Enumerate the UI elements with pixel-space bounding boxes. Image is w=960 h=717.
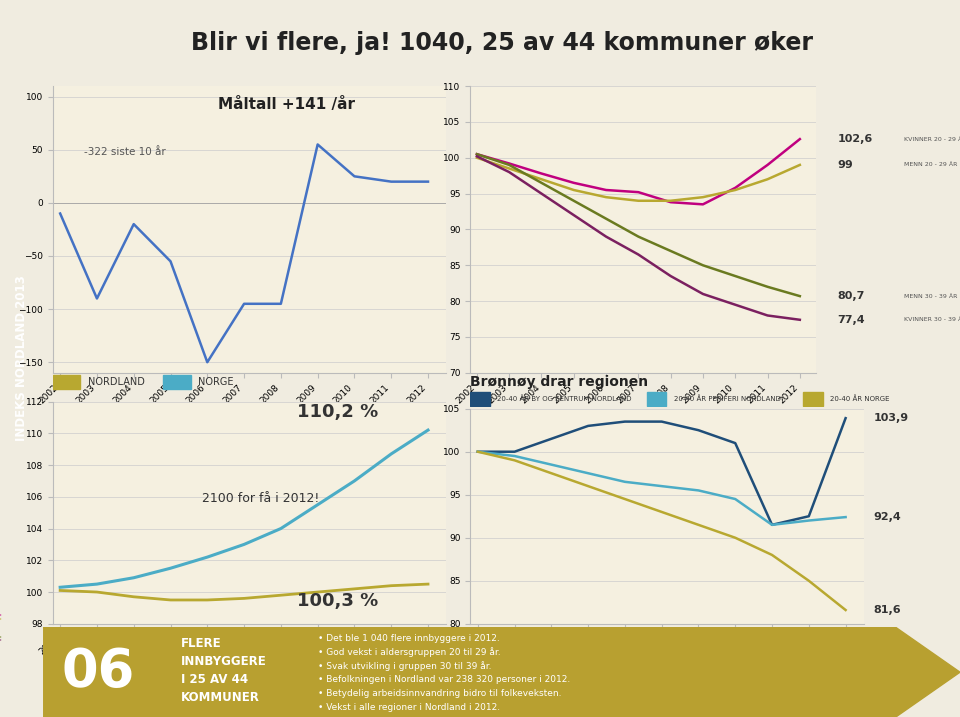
Bar	[163, 374, 190, 389]
Text: MENN 20 - 29 ÅR: MENN 20 - 29 ÅR	[904, 163, 957, 167]
Text: -322 siste 10 år: -322 siste 10 år	[84, 147, 166, 157]
Text: Blir vi flere, ja! 1040, 25 av 44 kommuner øker: Blir vi flere, ja! 1040, 25 av 44 kommun…	[191, 31, 812, 55]
Text: 20-40 ÅR PERIFERI NORDLAND: 20-40 ÅR PERIFERI NORDLAND	[674, 396, 780, 402]
Text: 2100 for få i 2012!: 2100 for få i 2012!	[203, 492, 320, 505]
Text: KVINNER 30 - 39 ÅR: KVINNER 30 - 39 ÅR	[904, 318, 960, 322]
Bar	[53, 374, 81, 389]
Text: MENN 30 - 39 ÅR: MENN 30 - 39 ÅR	[904, 294, 957, 298]
Text: 110,2 %: 110,2 %	[297, 403, 378, 421]
Polygon shape	[43, 627, 960, 717]
Text: • Svak utvikling i gruppen 30 til 39 år.: • Svak utvikling i gruppen 30 til 39 år.	[318, 661, 492, 671]
Text: Brønnøy drar regionen: Brønnøy drar regionen	[470, 375, 649, 389]
Text: 80,7: 80,7	[837, 291, 865, 301]
Bar	[470, 392, 490, 406]
Text: • Vekst i alle regioner i Nordland i 2012.: • Vekst i alle regioner i Nordland i 201…	[318, 703, 500, 712]
Text: Måltall +141 /år: Måltall +141 /år	[218, 97, 355, 112]
Text: 92,4: 92,4	[874, 512, 901, 522]
Text: 102,6: 102,6	[837, 134, 873, 144]
Text: KOMMUNER: KOMMUNER	[180, 690, 259, 704]
Text: INDEKS NORDLAND 2013: INDEKS NORDLAND 2013	[15, 275, 28, 442]
Text: 81,6: 81,6	[874, 605, 901, 615]
Text: • Befolkningen i Nordland var 238 320 personer i 2012.: • Befolkningen i Nordland var 238 320 pe…	[318, 675, 570, 684]
Text: INNBYGGERE: INNBYGGERE	[180, 655, 267, 668]
Text: 20-40 ÅR NORGE: 20-40 ÅR NORGE	[830, 396, 890, 402]
Text: • Det ble 1 040 flere innbyggere i 2012.: • Det ble 1 040 flere innbyggere i 2012.	[318, 634, 500, 642]
Bar	[647, 392, 666, 406]
Text: • Betydelig arbeidsinnvandring bidro til folkeveksten.: • Betydelig arbeidsinnvandring bidro til…	[318, 689, 562, 698]
Text: FLERE: FLERE	[180, 637, 222, 650]
Bar	[804, 392, 823, 406]
Text: 06: 06	[61, 646, 135, 698]
Text: 103,9: 103,9	[874, 413, 908, 423]
Text: • God vekst i aldersgruppen 20 til 29 år.: • God vekst i aldersgruppen 20 til 29 år…	[318, 647, 501, 657]
Text: NORGE: NORGE	[199, 377, 234, 386]
Text: 77,4: 77,4	[837, 315, 865, 325]
Text: NORDLAND: NORDLAND	[88, 377, 145, 386]
Text: I 25 AV 44: I 25 AV 44	[180, 673, 248, 686]
Text: 99: 99	[837, 160, 853, 170]
Text: 100,3 %: 100,3 %	[297, 592, 378, 610]
Text: KVINNER 20 - 29 ÅR: KVINNER 20 - 29 ÅR	[904, 137, 960, 141]
Text: 20-40 ÅR BY OG SENTRUM NORDLAND: 20-40 ÅR BY OG SENTRUM NORDLAND	[497, 396, 632, 402]
